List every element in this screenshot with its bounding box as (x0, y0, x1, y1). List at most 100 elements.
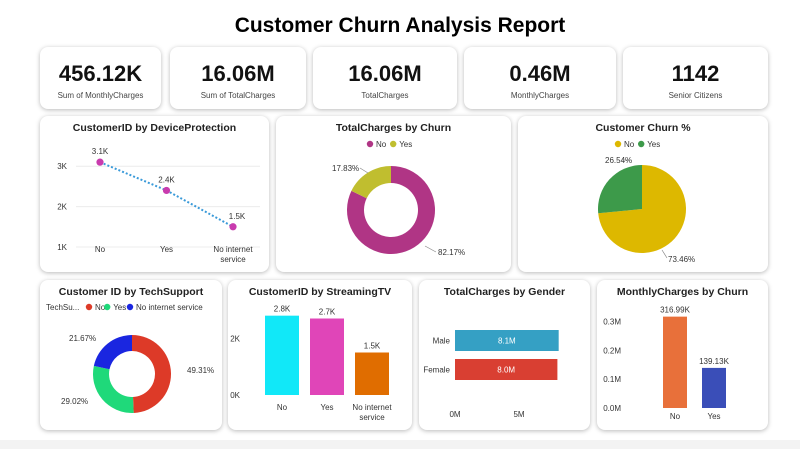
chart-title: Customer Churn % (595, 122, 691, 134)
x-tick-label: No (95, 245, 106, 254)
donut-slice[interactable] (93, 335, 132, 370)
y-tick-label: 0.2M (603, 346, 621, 355)
chart-card-device-protection[interactable]: CustomerID by DeviceProtection 3K 2K 1K 3.1… (40, 116, 269, 272)
x-tick-label: No (277, 403, 288, 412)
data-label: 73.46% (668, 255, 695, 264)
x-tick-label: No internet (213, 245, 253, 254)
y-tick-label: 1K (57, 243, 67, 252)
kpi-card-monthly-charges[interactable]: 0.46M MonthlyCharges (464, 47, 616, 109)
report-title: Customer Churn Analysis Report (234, 14, 566, 37)
x-tick-label: Yes (707, 412, 720, 421)
y-tick-label: 0.0M (603, 404, 621, 413)
bar[interactable] (355, 352, 389, 396)
kpi-label: TotalCharges (361, 91, 409, 100)
chart-card-customer-churn-pct[interactable]: Customer Churn % No Yes 73.46% 26.54% (518, 116, 768, 272)
kpi-label: Sum of MonthlyCharges (57, 91, 144, 100)
chart-card-monthly-churn[interactable]: MonthlyCharges by Churn 0.3M 0.2M 0.1M 0.0M… (597, 280, 768, 430)
data-label: 29.02% (61, 397, 88, 406)
chart-title: Customer ID by TechSupport (58, 286, 204, 298)
kpi-value: 16.06M (348, 61, 422, 86)
data-label: 1.5K (364, 342, 381, 351)
legend-title: TechSu... (46, 303, 79, 312)
chart-card-gender[interactable]: TotalCharges by Gender 8.1M Male 8.0M Femal… (419, 280, 590, 430)
series-line (99, 161, 234, 228)
data-label: 26.54% (605, 156, 632, 165)
legend-label: No (624, 140, 635, 149)
x-tick-label: No (670, 412, 681, 421)
kpi-value: 16.06M (201, 61, 275, 86)
kpi-value: 456.12K (58, 61, 143, 86)
data-label: 3.1K (92, 147, 109, 156)
chart-title: TotalCharges by Churn (335, 122, 452, 134)
device-protection-line-chart: 3K 2K 1K 3.1K 2.4K 1.5K No Yes No internetservic… (57, 147, 260, 264)
legend-marker (614, 140, 622, 148)
legend-marker (638, 140, 645, 148)
data-point[interactable] (96, 158, 104, 166)
donut-slice[interactable] (93, 365, 134, 413)
bar[interactable] (663, 316, 687, 408)
chart-card-totalcharges-churn[interactable]: TotalCharges by Churn No Yes 82.17% 17.83% (276, 116, 511, 272)
kpi-card-total-charges[interactable]: 16.06M TotalCharges (313, 47, 457, 109)
x-tick-label: Yes (160, 245, 173, 254)
pie-slice[interactable] (598, 165, 686, 253)
data-label: 82.17% (438, 248, 465, 257)
legend-label: Yes (113, 303, 126, 312)
kpi-label: Senior Citizens (668, 91, 723, 100)
y-tick-label: 0.1M (603, 375, 621, 384)
data-label: 8.1M (498, 337, 516, 346)
donut-slice[interactable] (351, 166, 391, 199)
legend-marker (126, 303, 134, 311)
x-tick-label: service (220, 255, 246, 264)
data-label: 139.13K (699, 357, 729, 366)
chart-card-streaming-tv[interactable]: CustomerID by StreamingTV 2K 0K 2.8K 2.7K 1.… (228, 280, 412, 430)
y-tick-label: 2K (57, 203, 67, 212)
gender-horizontal-bar-chart: 8.1M Male 8.0M Female 0M 5M (423, 330, 559, 419)
bar[interactable] (310, 318, 344, 396)
x-tick-label: service (359, 413, 385, 422)
x-tick-label: 0M (449, 410, 460, 419)
legend-label: Yes (647, 140, 660, 149)
kpi-card-senior-citizens[interactable]: 1142 Senior Citizens (623, 47, 768, 109)
leader-line (661, 249, 668, 259)
data-point[interactable] (162, 186, 171, 195)
bar[interactable] (455, 330, 559, 351)
donut-slice[interactable] (132, 335, 172, 413)
legend-marker (104, 303, 111, 311)
monthly-churn-bar-chart: 0.3M 0.2M 0.1M 0.0M 316.99K No 139.13K Yes (603, 306, 729, 421)
donut-slice[interactable] (347, 166, 435, 254)
y-tick-label: 3K (57, 162, 67, 171)
data-label: 17.83% (332, 164, 359, 173)
data-label: 2.7K (319, 308, 336, 317)
kpi-card-total-charges-sum[interactable]: 16.06M Sum of TotalCharges (170, 47, 306, 109)
bar[interactable] (702, 367, 726, 408)
legend-label: Yes (399, 140, 412, 149)
legend-marker (366, 140, 374, 148)
x-tick-label: 5M (513, 410, 524, 419)
data-label: 1.5K (229, 212, 246, 221)
legend-label: No internet service (136, 303, 203, 312)
kpi-card-monthly-charges-sum[interactable]: 456.12K Sum of MonthlyCharges (40, 47, 161, 109)
chart-card-tech-support[interactable]: Customer ID by TechSupport TechSu... No Ye… (40, 280, 222, 430)
data-label: 316.99K (660, 306, 690, 315)
customer-churn-pie-chart: No Yes 73.46% 26.54% (598, 140, 695, 264)
tech-support-donut-chart: TechSu... No Yes No internet service 49.31% 2… (46, 303, 214, 413)
pie-slice[interactable] (598, 165, 642, 214)
kpi-value: 1142 (671, 61, 720, 86)
bar[interactable] (265, 315, 299, 395)
data-label: 8.0M (497, 366, 515, 375)
leader-line (424, 245, 437, 253)
data-label: 2.8K (274, 305, 291, 314)
totalcharges-churn-donut-chart: No Yes 82.17% 17.83% (332, 140, 465, 257)
x-tick-label: Yes (320, 403, 333, 412)
y-tick-label: Female (423, 366, 450, 375)
bar[interactable] (455, 359, 558, 380)
chart-title: CustomerID by StreamingTV (248, 286, 392, 298)
kpi-label: Sum of TotalCharges (200, 91, 276, 100)
data-point[interactable] (229, 223, 237, 231)
chart-title: MonthlyCharges by Churn (616, 286, 749, 298)
data-label: 2.4K (158, 175, 175, 184)
legend-label: No (376, 140, 387, 149)
chart-title: TotalCharges by Gender (443, 286, 566, 298)
page-footer-strip (0, 440, 800, 449)
